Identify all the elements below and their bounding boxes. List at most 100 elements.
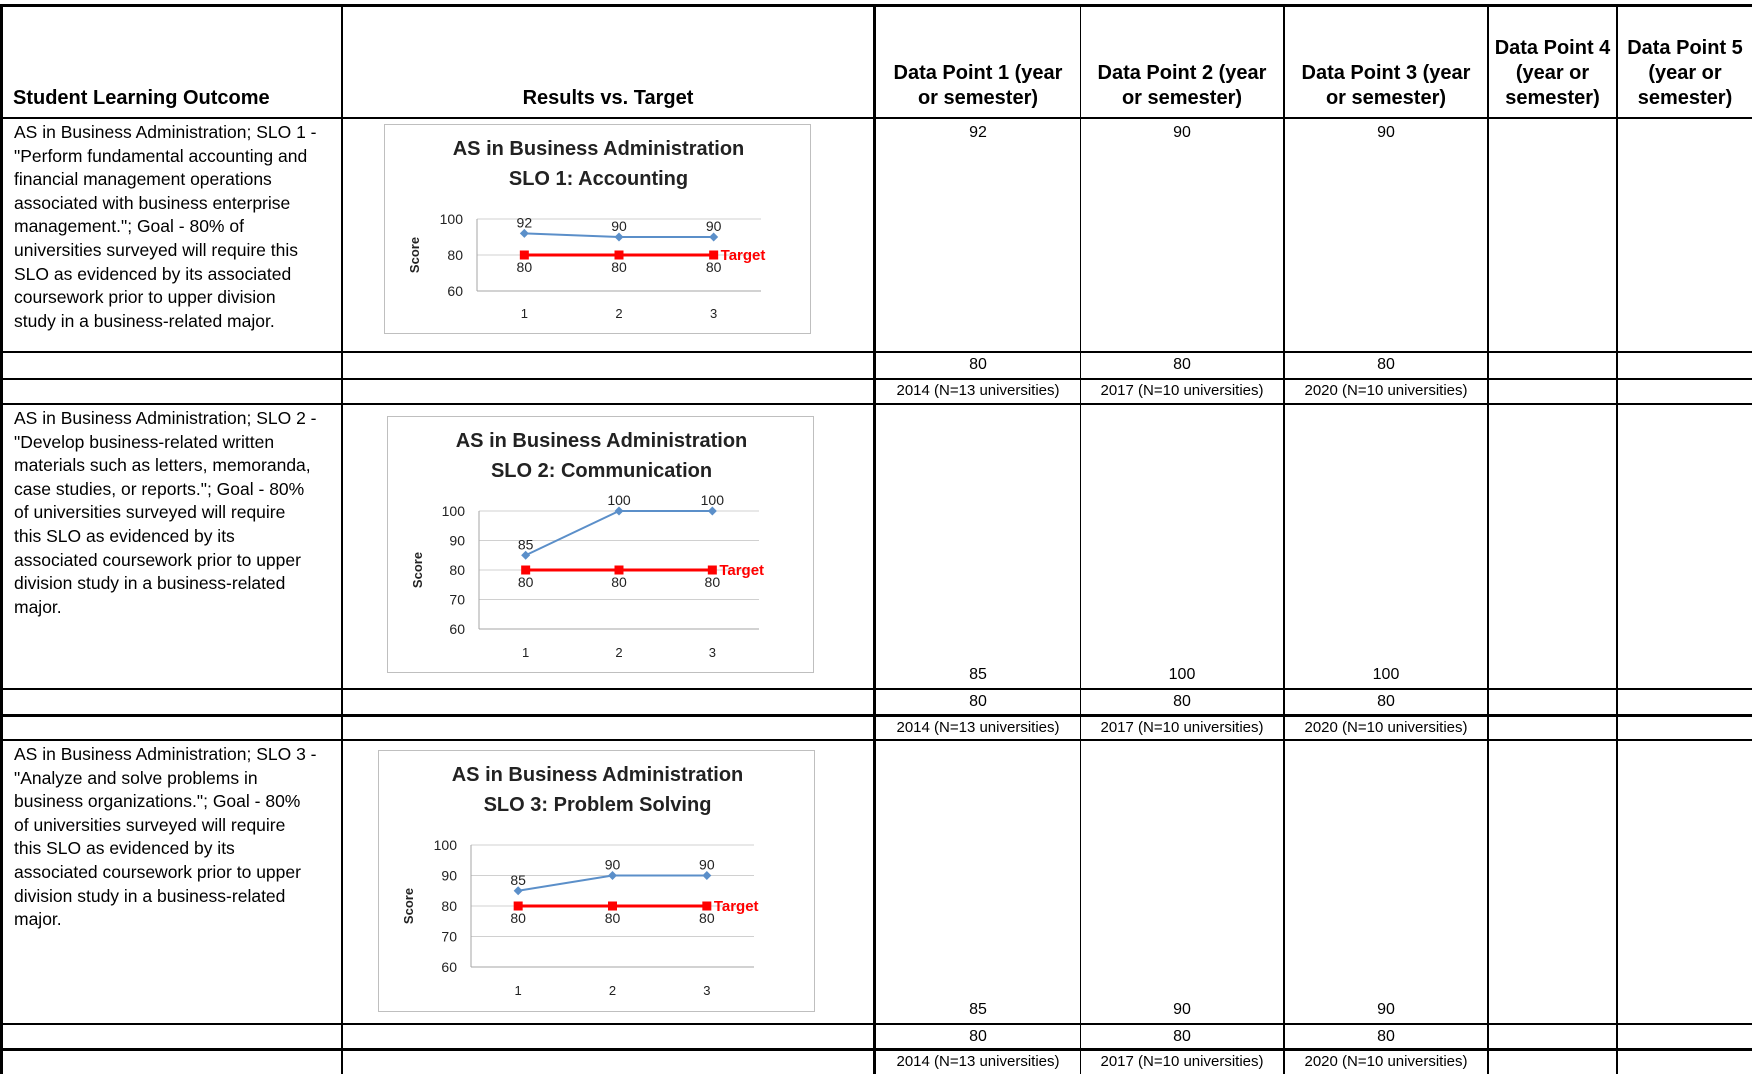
y-tick-label: 80 — [449, 562, 465, 578]
result-cell[interactable]: 90 — [1377, 124, 1395, 141]
header-data-point-2: Data Point 2 (year or semester) — [1081, 7, 1283, 117]
results-marker — [709, 232, 719, 242]
column-divider — [873, 4, 876, 1074]
target-cell[interactable]: 80 — [969, 356, 987, 373]
chart-title: AS in Business Administration — [453, 138, 745, 160]
y-tick-label: 80 — [447, 247, 463, 263]
header-data-point-3: Data Point 3 (year or semester) — [1285, 7, 1487, 117]
result-cell[interactable]: 90 — [1377, 1001, 1395, 1018]
target-cell[interactable]: 80 — [1173, 1028, 1191, 1045]
x-tick-label: 2 — [609, 983, 616, 998]
results-marker — [614, 506, 624, 516]
result-cell[interactable]: 92 — [969, 124, 987, 141]
target-data-label: 80 — [517, 259, 533, 275]
results-marker — [614, 232, 624, 242]
target-marker — [614, 250, 624, 260]
header-outcome-label: Student Learning Outcome — [13, 87, 270, 109]
y-tick-label: 80 — [441, 898, 457, 914]
column-divider — [1487, 4, 1489, 1074]
outcome-cell-slo-2[interactable]: AS in Business Administration; SLO 2 - "… — [3, 405, 341, 688]
year-cell[interactable]: 2017 (N=10 universities) — [1100, 1053, 1264, 1070]
outcome-line: AS in Business Administration; SLO 3 - — [14, 744, 317, 764]
outcome-line: of universities surveyed will require — [14, 502, 286, 523]
result-cell[interactable]: 90 — [1173, 1001, 1191, 1018]
chart-slo-2[interactable]: AS in Business Administration SLO 2: Comm… — [387, 416, 814, 673]
header-data-point-1-line2: or semester) — [917, 87, 1039, 109]
header-data-point-5-line3: semester) — [1637, 87, 1733, 109]
target-cell[interactable]: 80 — [969, 1028, 987, 1045]
year-cell[interactable]: 2020 (N=10 universities) — [1304, 719, 1468, 736]
chart-slo-2-svg: AS in Business Administration SLO 2: Comm… — [410, 430, 764, 660]
row-divider — [0, 714, 1752, 717]
result-cell[interactable]: 85 — [969, 666, 987, 683]
header-data-point-4: Data Point 4 (year or semester) — [1489, 7, 1616, 117]
outcome-cell-slo-3[interactable]: AS in Business Administration; SLO 3 - "… — [3, 741, 341, 1023]
target-data-label: 80 — [605, 910, 621, 926]
year-cell[interactable]: 2014 (N=13 universities) — [896, 1053, 1060, 1070]
year-cell[interactable]: 2020 (N=10 universities) — [1304, 1053, 1468, 1070]
target-data-label: 80 — [699, 910, 715, 926]
outcome-line: division study in a business-related — [14, 573, 286, 594]
header-data-point-1: Data Point 1 (year or semester) — [876, 7, 1080, 117]
x-tick-label: 3 — [709, 645, 716, 660]
target-cell[interactable]: 80 — [969, 693, 987, 710]
result-cell[interactable]: 90 — [1173, 124, 1191, 141]
chart-title: SLO 3: Problem Solving — [484, 794, 712, 816]
row-divider — [0, 403, 1752, 405]
outcome-line: associated with business enterprise — [14, 192, 291, 213]
chart-slo-3[interactable]: AS in Business Administration SLO 3: Prob… — [378, 750, 815, 1012]
outcome-line: "Develop business-related written — [14, 431, 275, 452]
year-cell[interactable]: 2014 (N=13 universities) — [896, 719, 1060, 736]
results-data-label: 85 — [518, 536, 534, 552]
target-cell[interactable]: 80 — [1173, 356, 1191, 373]
year-cell[interactable]: 2017 (N=10 universities) — [1100, 719, 1264, 736]
outcome-line: case studies, or reports."; Goal - 80% — [14, 478, 305, 499]
target-data-label: 80 — [611, 259, 627, 275]
x-tick-label: 1 — [521, 306, 528, 321]
outcome-line: major. — [14, 909, 62, 930]
year-cell[interactable]: 2017 (N=10 universities) — [1100, 382, 1264, 399]
target-marker — [513, 901, 523, 911]
outcome-line: management."; Goal - 80% of — [14, 216, 244, 237]
x-tick-label: 2 — [615, 306, 622, 321]
target-series-label: Target — [721, 247, 766, 264]
result-cell[interactable]: 85 — [969, 1001, 987, 1018]
y-tick-label: 100 — [440, 211, 464, 227]
outcome-line: materials such as letters, memoranda, — [14, 455, 311, 476]
result-cell[interactable]: 100 — [1372, 666, 1400, 683]
chart-slo-1[interactable]: AS in Business Administration SLO 1: Acco… — [384, 124, 811, 334]
target-cell[interactable]: 80 — [1173, 693, 1191, 710]
outcome-line: this SLO as evidenced by its — [14, 525, 235, 546]
target-cell[interactable]: 80 — [1377, 1028, 1395, 1045]
chart-title: AS in Business Administration — [452, 764, 744, 786]
header-data-point-4-line2: (year or — [1515, 62, 1590, 84]
results-data-label: 90 — [611, 218, 627, 234]
x-tick-label: 1 — [515, 983, 522, 998]
result-cell[interactable]: 100 — [1168, 666, 1196, 683]
row-divider — [0, 117, 1752, 119]
y-tick-label: 60 — [441, 959, 457, 975]
column-divider — [0, 4, 3, 1074]
target-cell[interactable]: 80 — [1377, 356, 1395, 373]
y-tick-label: 90 — [441, 868, 457, 884]
year-cell[interactable]: 2020 (N=10 universities) — [1304, 382, 1468, 399]
outcome-cell-slo-1[interactable]: AS in Business Administration; SLO 1 - "… — [3, 119, 341, 351]
outcome-line: "Analyze and solve problems in — [14, 767, 258, 788]
y-tick-label: 60 — [447, 283, 463, 299]
target-marker — [519, 250, 529, 260]
row-divider — [0, 1048, 1752, 1051]
y-tick-label: 70 — [441, 929, 457, 945]
outcome-line: universities surveyed will require this — [14, 239, 298, 260]
header-data-point-5-line2: (year or — [1648, 62, 1722, 84]
year-cell[interactable]: 2014 (N=13 universities) — [896, 382, 1060, 399]
target-cell[interactable]: 80 — [1377, 693, 1395, 710]
column-divider — [341, 4, 343, 1074]
header-data-point-5: Data Point 5 (year or semester) — [1618, 7, 1752, 117]
row-divider — [0, 688, 1752, 690]
header-outcome: Student Learning Outcome — [3, 7, 341, 117]
target-data-label: 80 — [518, 574, 534, 590]
results-data-label: 100 — [607, 492, 631, 508]
header-data-point-1-line1: Data Point 1 (year — [893, 62, 1063, 84]
header-data-point-2-line2: or semester) — [1121, 87, 1243, 109]
